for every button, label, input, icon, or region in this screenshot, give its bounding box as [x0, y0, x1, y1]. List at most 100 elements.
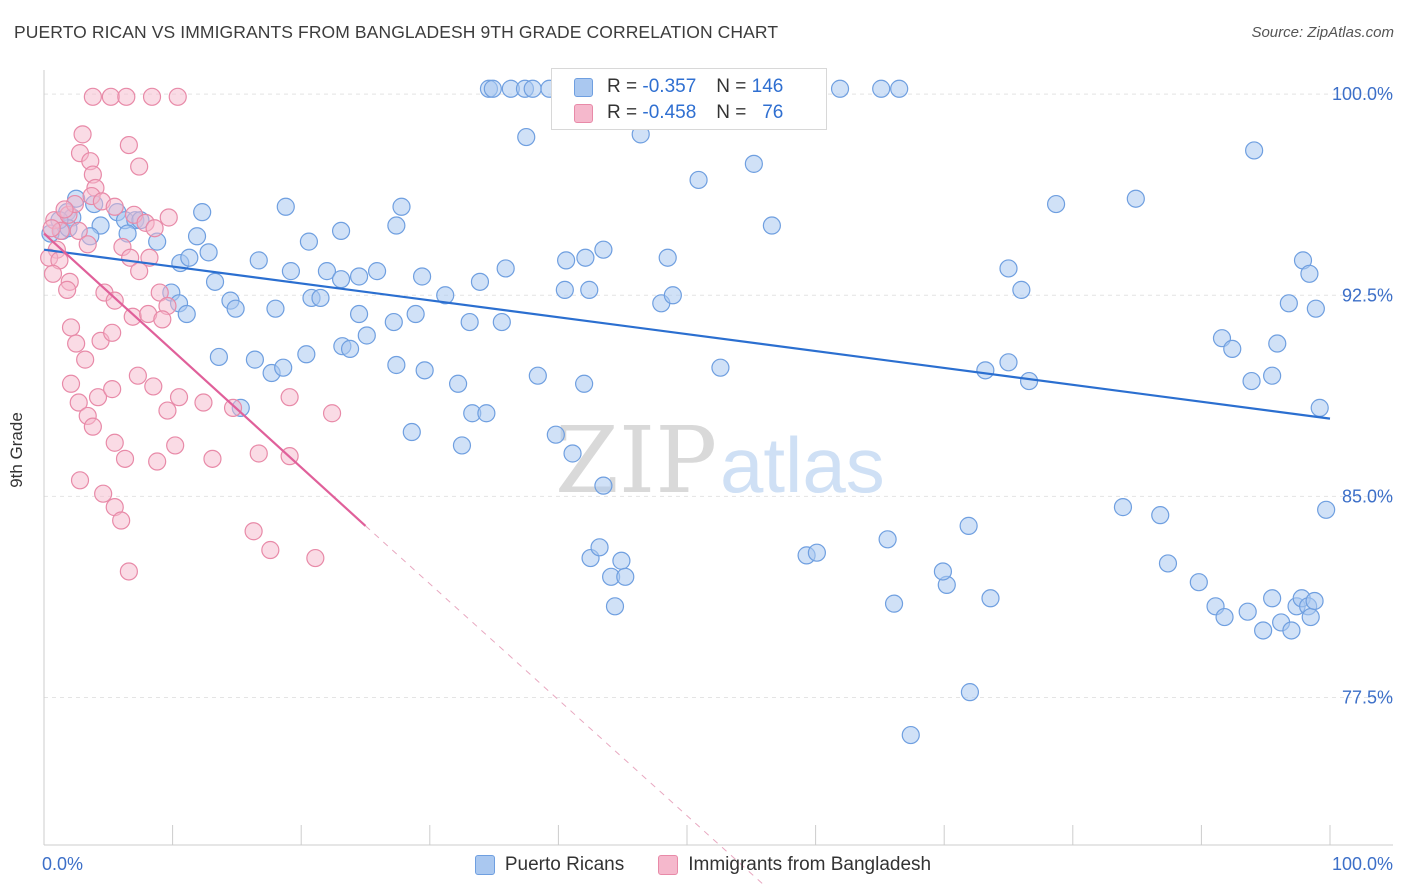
x-tick-label: 100.0% — [1332, 854, 1393, 874]
puerto-rican-point — [209, 347, 228, 367]
trend-lines — [43, 232, 1331, 886]
bangladesh-point — [142, 87, 162, 106]
legend-swatch-blue — [474, 855, 495, 875]
puerto-rican-point — [392, 197, 411, 216]
legend-n-value: 146 — [751, 76, 784, 97]
bangladesh-point — [166, 436, 185, 455]
puerto-rican-point — [605, 597, 625, 616]
bangladesh-point — [115, 449, 135, 468]
puerto-rican-point — [402, 422, 421, 442]
puerto-rican-point — [331, 221, 351, 240]
puerto-rican-point — [226, 299, 245, 318]
puerto-rican-point — [1254, 621, 1273, 640]
puerto-rican-point — [1310, 398, 1329, 417]
puerto-rican-point — [297, 345, 316, 364]
legend-swatch-pink — [574, 103, 593, 123]
bangladesh-point — [244, 522, 263, 541]
legend-n-value: 76 — [762, 102, 784, 123]
puerto-rican-point — [576, 248, 595, 267]
bangladesh-trend-line — [43, 232, 367, 527]
puerto-rican-point — [612, 551, 631, 570]
puerto-rican-point — [1301, 607, 1320, 627]
puerto-rican-point — [245, 350, 265, 369]
bangladesh-point — [58, 280, 77, 299]
chart-title: PUERTO RICAN VS IMMIGRANTS FROM BANGLADE… — [14, 22, 779, 42]
puerto-rican-point — [901, 725, 920, 745]
grid-lines — [44, 93, 1393, 699]
bangladesh-point — [73, 125, 92, 144]
legend-label: Puerto Ricans — [504, 854, 625, 875]
puerto-rican-point — [1306, 299, 1325, 318]
puerto-rican-point — [387, 216, 406, 235]
bangladesh-point — [158, 401, 177, 420]
bangladesh-point — [223, 398, 243, 417]
puerto-rican-point — [616, 567, 635, 586]
puerto-rican-point — [199, 243, 218, 262]
puerto-rican-point — [1317, 500, 1336, 519]
puerto-rican-point — [658, 248, 677, 267]
bangladesh-point — [322, 404, 342, 423]
bangladesh-point — [153, 310, 172, 329]
puerto-rican-point — [1263, 366, 1282, 385]
puerto-ricans-trend-line — [43, 248, 1331, 420]
bangladesh-point — [61, 374, 81, 393]
y-tick-label: 92.5% — [1342, 285, 1393, 305]
puerto-rican-point — [177, 304, 196, 324]
stats-legend: R = -0.357 N = 146 R = -0.458 N = 76 — [551, 68, 827, 130]
series-legend: Puerto Ricans Immigrants from Bangladesh — [0, 851, 1406, 879]
legend-item-bangladesh: Immigrants from Bangladesh — [658, 854, 931, 876]
watermark-zip: ZIP — [555, 407, 717, 514]
bangladesh-point — [103, 323, 122, 342]
bangladesh-point — [88, 388, 108, 407]
puerto-rican-point — [415, 361, 434, 380]
puerto-rican-point — [575, 374, 594, 393]
bangladesh-point — [103, 380, 122, 399]
bangladesh-point — [280, 388, 299, 407]
puerto-rican-point — [884, 594, 904, 613]
puerto-rican-point — [1223, 339, 1242, 358]
legend-row-puerto-ricans: R = -0.357 N = 146 — [574, 74, 783, 100]
bangladesh-point — [159, 208, 178, 227]
puerto-rican-point — [1245, 141, 1264, 160]
puerto-rican-point — [933, 562, 953, 581]
puerto-rican-point — [517, 127, 536, 147]
x-tick-label: 0.0% — [42, 854, 83, 874]
bangladesh-point — [249, 444, 268, 463]
puerto-rican-point — [281, 262, 301, 281]
bangladesh-point — [69, 393, 88, 412]
puerto-rican-point — [387, 355, 406, 375]
watermark: ZIP atlas — [555, 407, 885, 514]
puerto-rican-point — [1046, 194, 1066, 214]
legend-label: Immigrants from Bangladesh — [688, 854, 932, 875]
bangladesh-point — [78, 235, 97, 254]
puerto-rican-point — [340, 339, 360, 358]
puerto-rican-point — [276, 197, 295, 216]
bangladesh-point — [105, 197, 124, 216]
puerto-rican-point — [1279, 294, 1298, 313]
puerto-rican-point — [1215, 607, 1234, 627]
bangladesh-point — [94, 484, 113, 503]
puerto-rican-point — [1189, 573, 1208, 592]
puerto-rican-point — [711, 358, 730, 377]
puerto-rican-point — [1238, 602, 1257, 621]
bangladesh-point — [148, 452, 167, 471]
puerto-rican-point — [872, 79, 891, 98]
puerto-rican-point — [492, 312, 511, 332]
y-tick-label: 85.0% — [1342, 486, 1393, 506]
puerto-rican-point — [580, 280, 599, 299]
puerto-rican-point — [311, 288, 330, 308]
puerto-rican-point — [180, 248, 199, 267]
puerto-rican-point — [1282, 621, 1301, 640]
puerto-rican-point — [496, 259, 515, 278]
bangladesh-point — [194, 393, 213, 412]
bangladesh-point — [42, 219, 61, 238]
bangladesh-point — [105, 433, 124, 452]
legend-swatch-pink — [658, 855, 679, 875]
puerto-rican-point — [266, 299, 285, 318]
puerto-rican-point — [594, 240, 613, 259]
puerto-rican-point — [557, 251, 576, 270]
bangladesh-point — [76, 350, 95, 369]
bangladesh-point — [70, 471, 90, 490]
legend-r-value: -0.458 — [642, 102, 697, 123]
puerto-rican-point — [1268, 334, 1287, 353]
